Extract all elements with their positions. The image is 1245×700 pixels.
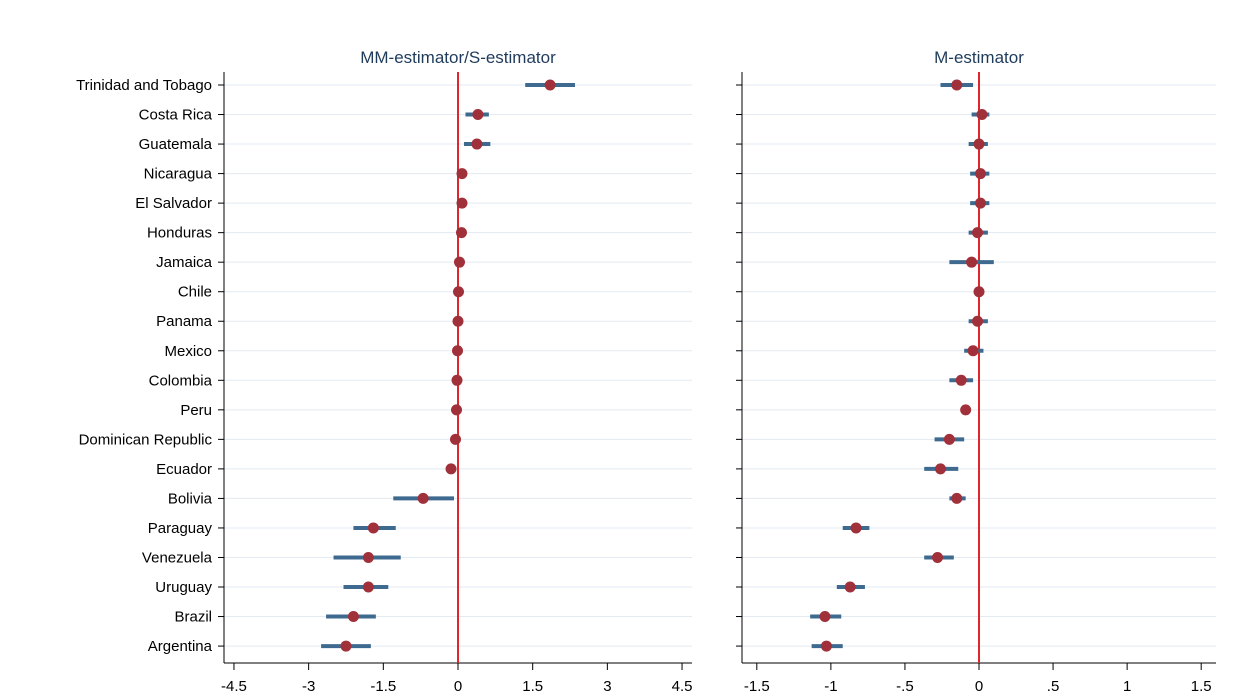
category-label: Venezuela [142, 549, 213, 566]
estimate-point [973, 286, 985, 298]
estimate-point [972, 315, 984, 327]
category-label: Dominican Republic [79, 431, 213, 448]
x-tick-label: -4.5 [221, 678, 247, 695]
panel-title: M-estimator [934, 48, 1024, 67]
estimate-point [347, 611, 359, 623]
category-label: Mexico [164, 343, 212, 360]
category-label: Jamaica [156, 254, 213, 271]
panel-2: M-estimator -1.5 -1 -.5 0 .5 1 1.5 [736, 48, 1216, 695]
estimate-point [445, 463, 457, 475]
estimate-point [943, 433, 955, 445]
x-tick-label: -1.5 [744, 678, 770, 695]
x-tick-label: 1.5 [522, 678, 543, 695]
x-tick-label: -1 [824, 678, 837, 695]
category-label: Colombia [149, 372, 213, 389]
estimate-point [451, 404, 463, 416]
estimate-point [417, 492, 429, 504]
category-label: Brazil [174, 609, 212, 626]
estimate-point [974, 197, 986, 209]
estimate-point [966, 256, 978, 268]
estimate-point [934, 463, 946, 475]
estimate-point [974, 168, 986, 180]
x-tick-label: -3 [302, 678, 315, 695]
estimate-point [951, 492, 963, 504]
estimate-point [850, 522, 862, 534]
estimate-point [450, 433, 462, 445]
category-label: Chile [178, 284, 212, 301]
estimate-point [544, 79, 556, 91]
category-label: Ecuador [156, 461, 212, 478]
estimate-point [951, 79, 963, 91]
category-label: Costa Rica [139, 107, 213, 124]
estimate-point [452, 345, 464, 357]
estimate-point [451, 374, 463, 386]
x-tick-label: 0 [975, 678, 983, 695]
category-label: El Salvador [135, 195, 212, 212]
estimate-point [453, 256, 465, 268]
x-tick-label: -1.5 [370, 678, 396, 695]
x-tick-label: 1 [1123, 678, 1131, 695]
estimate-point [960, 404, 972, 416]
category-label: Trinidad and Tobago [76, 77, 212, 94]
estimate-point [456, 168, 468, 180]
x-tick-label: -.5 [896, 678, 914, 695]
panel-1: MM-estimator/S-estimator Trinidad and Tob… [76, 48, 692, 695]
estimate-point [932, 551, 944, 563]
estimate-point [973, 138, 985, 150]
estimate-point [455, 227, 467, 239]
estimate-point [456, 197, 468, 209]
estimate-point [362, 581, 374, 593]
x-tick-label: .5 [1047, 678, 1060, 695]
category-label: Uruguay [155, 579, 212, 596]
estimate-point [452, 286, 464, 298]
x-tick-label: 3 [603, 678, 611, 695]
estimate-point [844, 581, 856, 593]
x-tick-label: 0 [454, 678, 462, 695]
category-label: Honduras [147, 225, 212, 242]
category-label: Bolivia [168, 490, 213, 507]
estimate-point [340, 640, 352, 652]
estimate-point [471, 138, 483, 150]
category-label: Guatemala [139, 136, 213, 153]
estimate-point [367, 522, 379, 534]
estimate-point [452, 315, 464, 327]
estimate-point [472, 109, 484, 121]
estimate-point [976, 109, 988, 121]
category-label: Paraguay [148, 520, 213, 537]
estimate-point [955, 374, 967, 386]
estimate-point [967, 345, 979, 357]
estimate-point [362, 551, 374, 563]
category-label: Peru [180, 402, 212, 419]
estimate-point [972, 227, 984, 239]
panel-title: MM-estimator/S-estimator [360, 48, 556, 67]
x-tick-label: 4.5 [672, 678, 693, 695]
category-label: Argentina [148, 638, 213, 655]
estimate-point [819, 611, 831, 623]
estimate-point [820, 640, 832, 652]
x-tick-label: 1.5 [1191, 678, 1212, 695]
category-label: Panama [156, 313, 213, 330]
category-label: Nicaragua [144, 166, 213, 183]
